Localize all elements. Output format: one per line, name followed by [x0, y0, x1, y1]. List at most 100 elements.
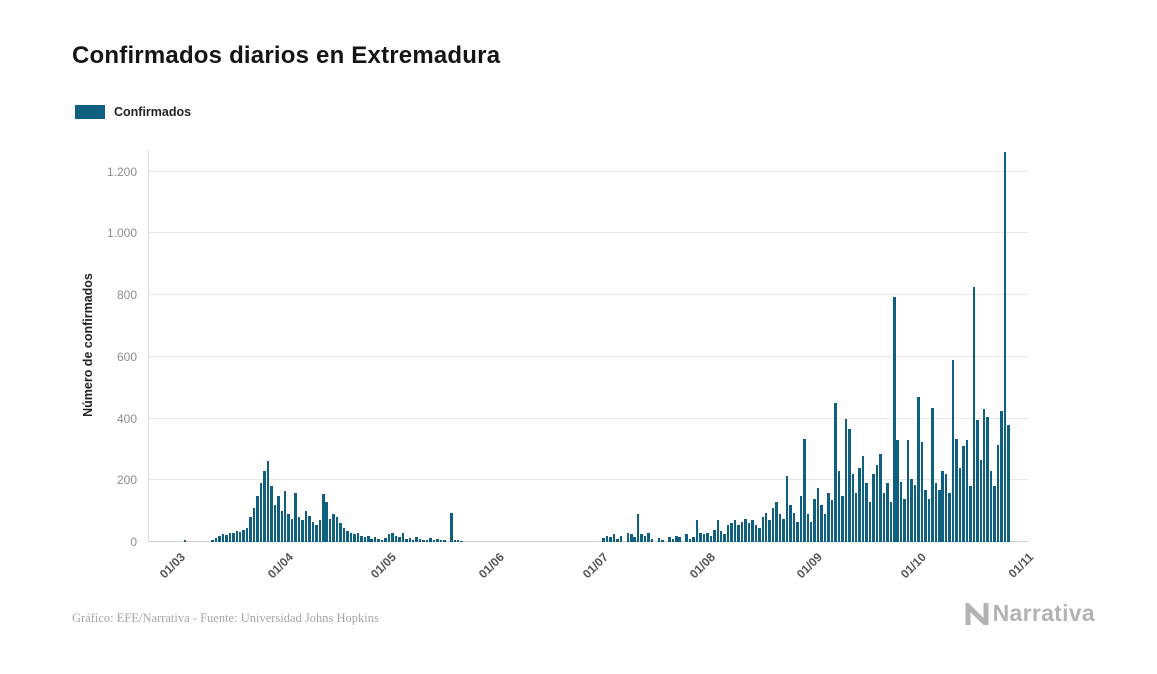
bar: [782, 518, 785, 542]
gridline: [149, 355, 1028, 357]
bar: [806, 514, 809, 542]
bar: [726, 525, 730, 542]
bar: [214, 538, 218, 542]
gridline: [149, 541, 1028, 542]
bar: [851, 474, 854, 542]
bar: [816, 487, 820, 542]
bar: [432, 540, 436, 542]
bar: [415, 537, 418, 542]
bar: [616, 538, 619, 542]
bar: [958, 467, 962, 542]
bar: [657, 538, 661, 542]
bar: [380, 539, 384, 542]
bar: [955, 438, 958, 542]
y-tick-label: 1.000: [106, 226, 137, 241]
bar: [418, 538, 422, 542]
bar: [723, 534, 726, 542]
bar: [882, 492, 886, 542]
bar: [865, 483, 868, 542]
narrativa-n-icon: [965, 602, 989, 625]
bar: [228, 532, 232, 542]
legend: Confirmados: [75, 105, 191, 119]
x-tick-label: 01/10: [897, 550, 929, 582]
x-tick-label: 01/03: [157, 550, 189, 582]
bar: [626, 532, 630, 542]
bar: [827, 492, 830, 542]
bar: [823, 514, 827, 542]
x-tick-label: 01/09: [793, 550, 826, 582]
bar: [713, 529, 716, 542]
bar: [751, 520, 754, 542]
bar: [640, 534, 643, 542]
bar: [335, 517, 339, 542]
bar: [346, 531, 349, 542]
bar: [671, 538, 675, 542]
bar: [218, 536, 221, 542]
bar: [325, 501, 328, 542]
gridline: [149, 170, 1028, 172]
bar: [938, 489, 941, 542]
bar: [308, 515, 311, 542]
bar: [322, 494, 325, 542]
bar: [778, 514, 782, 542]
bar: [412, 539, 415, 542]
bar: [297, 517, 301, 542]
bar: [647, 532, 650, 542]
bar: [1003, 151, 1007, 542]
bar: [861, 455, 865, 542]
bar: [405, 538, 408, 542]
y-tick-label: 800: [116, 288, 137, 303]
bar: [266, 461, 270, 542]
bar: [661, 539, 664, 542]
bar: [976, 420, 979, 542]
bar: [754, 525, 758, 542]
bar: [920, 441, 924, 542]
bar: [941, 471, 944, 542]
x-tick-label: 01/06: [475, 550, 507, 582]
bar: [675, 535, 678, 542]
bar: [737, 525, 740, 542]
x-tick-label: 01/05: [368, 550, 400, 582]
bar: [602, 538, 605, 542]
bar: [429, 538, 432, 542]
bar: [758, 528, 761, 542]
bar: [688, 538, 692, 542]
bar: [273, 504, 277, 542]
bar: [868, 501, 872, 542]
bar: [965, 440, 969, 542]
gridline: [149, 417, 1028, 419]
bar: [948, 492, 951, 542]
bar: [450, 512, 453, 542]
bar: [716, 520, 720, 542]
bar: [720, 531, 723, 542]
bar: [896, 440, 899, 542]
legend-label-confirmados: Confirmados: [114, 105, 192, 119]
gridline: [149, 294, 1028, 296]
narrativa-logo: Narrativa: [965, 600, 1095, 627]
bar: [439, 539, 443, 542]
bar: [398, 537, 401, 542]
bar: [235, 531, 238, 542]
bar: [944, 474, 948, 542]
bar: [879, 454, 882, 542]
bar: [924, 489, 927, 542]
bar: [294, 492, 297, 542]
bar: [972, 287, 976, 542]
bar: [820, 504, 823, 542]
bar: [969, 486, 972, 542]
bar: [259, 483, 263, 542]
bar: [962, 446, 965, 542]
bar: [609, 537, 612, 542]
x-tick-label: 01/11: [1005, 550, 1037, 581]
y-tick-label: 400: [116, 411, 137, 426]
bar: [453, 539, 457, 542]
x-tick-label: 01/04: [264, 550, 296, 582]
bar: [695, 520, 699, 542]
bar: [931, 407, 934, 542]
bar: [989, 471, 993, 542]
bar: [242, 529, 245, 542]
bar: [747, 523, 751, 542]
bar: [813, 498, 816, 542]
bar: [370, 538, 373, 542]
bar: [252, 508, 256, 542]
